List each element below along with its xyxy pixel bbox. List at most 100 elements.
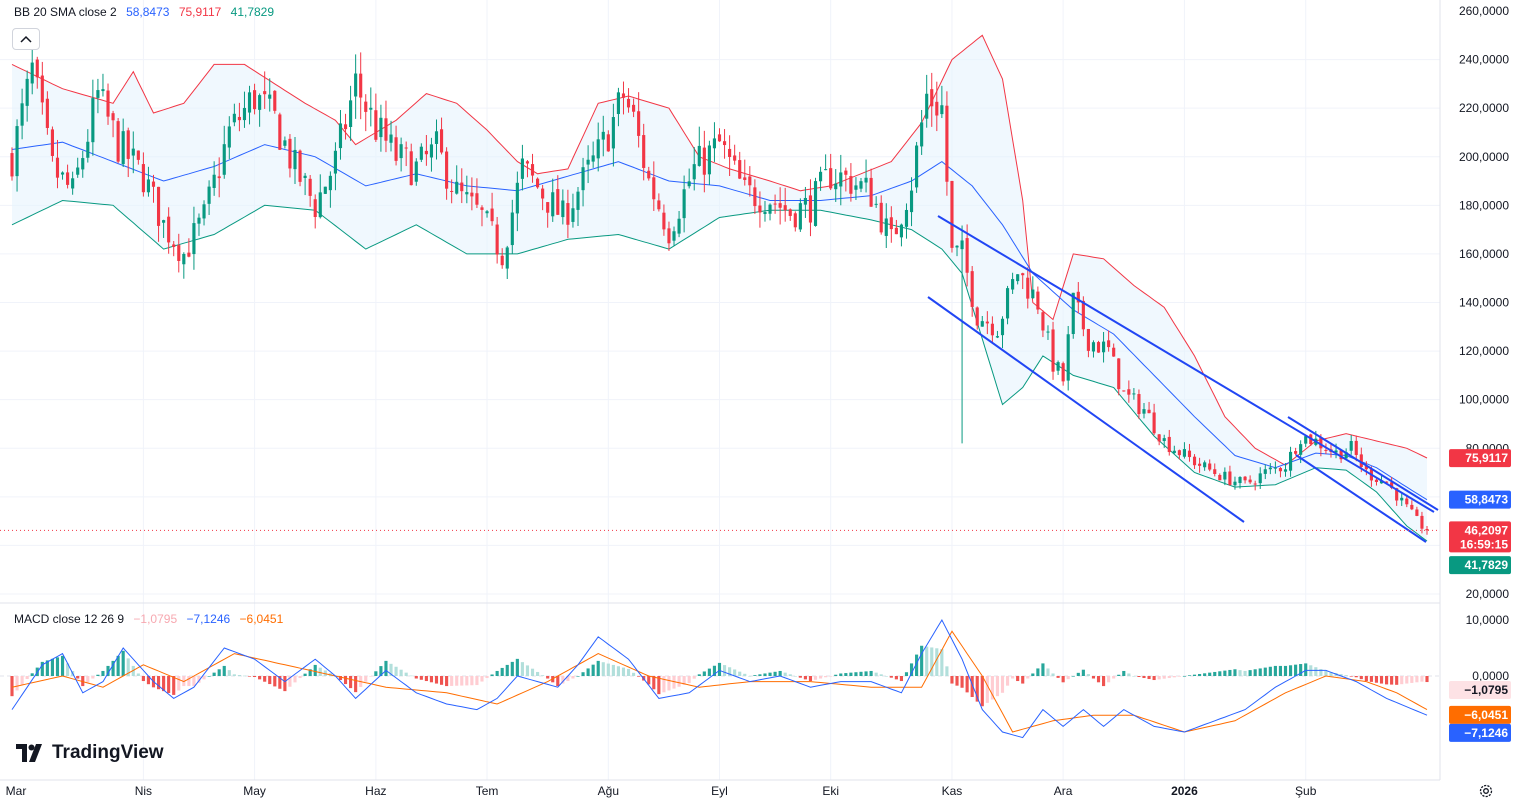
- channel-trendline-3: [1287, 416, 1439, 511]
- candle: [465, 175, 469, 204]
- candle: [1142, 403, 1146, 419]
- candle-body: [581, 167, 585, 191]
- collapse-legend-button[interactable]: [12, 28, 40, 50]
- candle: [798, 198, 802, 232]
- macd-histogram-bar: [60, 655, 65, 676]
- macd-histogram-bar: [66, 663, 70, 676]
- channel-trendline-4: [1295, 454, 1427, 543]
- bb-legend-basis: 58,8473: [126, 5, 170, 19]
- macd-histogram-bar: [480, 676, 484, 682]
- macd-histogram-bar: [1410, 676, 1414, 683]
- macd-histogram-bar: [1374, 676, 1379, 683]
- candle: [899, 223, 903, 247]
- macd-histogram-bar: [965, 676, 969, 693]
- candle-body: [859, 181, 863, 189]
- candle: [985, 311, 989, 335]
- candle-body: [520, 158, 524, 179]
- candle: [55, 139, 60, 189]
- macd-histogram-bar: [1071, 676, 1075, 677]
- macd-histogram-bar: [788, 674, 792, 676]
- macd-histogram-bar: [1056, 676, 1060, 678]
- candle-body: [950, 180, 954, 248]
- candle-body: [798, 203, 802, 230]
- candle: [1415, 506, 1419, 517]
- macd-histogram-bar: [1314, 667, 1318, 676]
- macd-signal-price-tag: −6,0451: [1449, 705, 1511, 724]
- candle-body: [930, 89, 934, 107]
- candle: [551, 178, 555, 222]
- candle-body: [500, 255, 504, 266]
- macd-histogram-bar: [1379, 676, 1384, 684]
- macd-histogram-bar: [808, 676, 813, 682]
- tradingview-logo[interactable]: TradingView: [16, 742, 164, 764]
- macd-histogram-bar: [697, 674, 701, 676]
- candle-body: [141, 164, 145, 193]
- macd-line-price-tag-bg: [1449, 723, 1511, 742]
- candle: [268, 78, 272, 112]
- candle-body: [813, 181, 818, 226]
- macd-histogram-bar: [657, 676, 661, 695]
- macd-histogram-bar: [1011, 676, 1015, 679]
- candle: [930, 72, 934, 127]
- time-axis-tick: Eyl: [711, 784, 728, 798]
- macd-histogram-bar: [263, 676, 267, 682]
- macd-legend[interactable]: MACD close 12 26 9 −1,0795 −7,1246 −6,04…: [14, 612, 289, 626]
- candle: [227, 116, 231, 160]
- macd-histogram-bar: [844, 673, 848, 676]
- candle: [1187, 443, 1192, 462]
- macd-histogram-bar: [1076, 672, 1080, 676]
- settings-gear-icon[interactable]: [1478, 783, 1494, 799]
- candle-body: [515, 182, 519, 214]
- candle-body: [733, 155, 737, 161]
- bb-legend[interactable]: BB 20 SMA close 2 58,8473 75,9117 41,782…: [14, 5, 280, 19]
- macd-histogram-bar: [909, 663, 914, 676]
- macd-histogram-bar: [1344, 675, 1348, 676]
- candle: [409, 143, 413, 186]
- candle: [925, 74, 929, 128]
- candle: [313, 194, 317, 229]
- candle-body: [232, 113, 236, 123]
- candle: [854, 177, 858, 201]
- candle: [657, 193, 661, 212]
- candle-body: [626, 98, 631, 108]
- candle-body: [328, 175, 332, 191]
- candle-body: [1288, 451, 1293, 471]
- macd-histogram-bar: [404, 672, 408, 676]
- candle-body: [702, 147, 706, 175]
- candle-body: [222, 144, 226, 175]
- macd-histogram-bar: [172, 676, 176, 695]
- candle-body: [101, 89, 105, 92]
- macd-histogram-bar: [237, 674, 241, 676]
- macd-histogram-bar: [586, 668, 590, 676]
- candle-body: [541, 188, 545, 199]
- price-axis-tick: 240,0000: [1459, 53, 1509, 67]
- macd-legend-hist: −1,0795: [133, 612, 178, 626]
- candle: [950, 180, 954, 253]
- candle: [728, 135, 732, 177]
- macd-histogram-bar: [177, 676, 181, 691]
- macd-legend-title: MACD close 12 26 9: [14, 612, 125, 626]
- candle-body: [707, 145, 711, 175]
- macd-histogram-bar: [520, 662, 524, 676]
- candle: [237, 102, 241, 132]
- bb-legend-lower: 41,7829: [230, 5, 275, 19]
- candle-body: [30, 62, 34, 84]
- macd-histogram-bar: [429, 676, 434, 683]
- candle: [864, 159, 868, 193]
- channel-trendlines[interactable]: [927, 215, 1439, 543]
- candle-body: [45, 98, 49, 128]
- candle-body: [465, 192, 469, 195]
- price-axis-tick: 160,0000: [1459, 247, 1509, 261]
- macd-histogram-bar: [10, 676, 14, 697]
- candle-body: [637, 111, 641, 136]
- candle: [945, 91, 949, 196]
- candle-body: [445, 151, 449, 189]
- candle: [803, 186, 807, 218]
- macd-histogram-bar: [561, 676, 565, 684]
- candle-body: [81, 158, 85, 170]
- candle: [1248, 475, 1252, 485]
- macd-histogram-bar: [859, 671, 863, 676]
